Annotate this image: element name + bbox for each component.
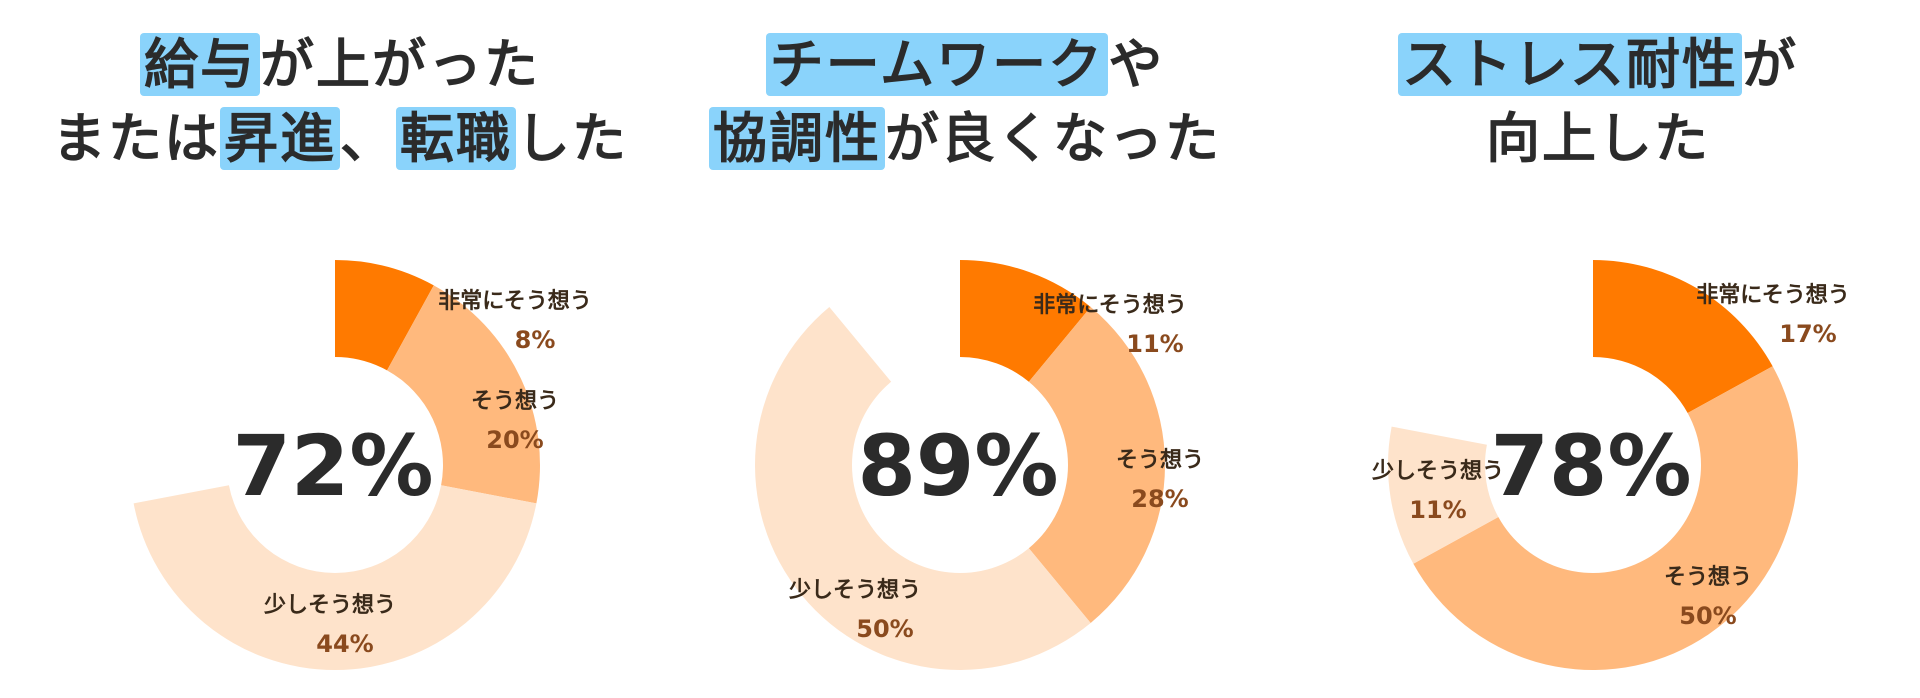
segment-value: 17% (1779, 320, 1836, 348)
segment-value: 44% (316, 630, 373, 658)
segment-label: 非常にそう想う (438, 288, 592, 314)
donut-chart: 非常にそう想う 11% そう想う 28% 少しそう想う 50% 89% (755, 260, 1204, 670)
segment-value: 11% (1409, 496, 1466, 524)
title-highlight: ストレス耐性 (1398, 33, 1742, 96)
title-highlight: 転職 (396, 107, 516, 170)
title-line: 向上した (1278, 102, 1918, 176)
center-total: 72% (232, 417, 433, 515)
donut-chart: 非常にそう想う 8% そう想う 20% 少しそう想う 44% 72% (133, 260, 592, 671)
chart-panel-teamwork: チームワークや 協調性が良くなった 非常にそう想う 11% そう想う 28% 少しそう想う… (645, 0, 1285, 698)
segment-value: 50% (1679, 602, 1736, 630)
segment-label: 少しそう想う (263, 593, 396, 618)
segment-label: 少しそう想う (1371, 459, 1504, 484)
segment-label: 非常にそう想う (1033, 292, 1187, 318)
segment-label: そう想う (471, 389, 559, 414)
title-line: ストレス耐性が (1278, 28, 1918, 102)
donut-segment (1593, 260, 1773, 413)
donut-chart: 非常にそう想う 17% そう想う 50% 少しそう想う 11% 78% (1371, 260, 1850, 671)
donut-segment (1028, 307, 1165, 623)
title-line: または昇進、転職した (20, 102, 660, 176)
title-text: または (52, 107, 220, 170)
chart-panel-stress: ストレス耐性が 向上した 非常にそう想う 17% そう想う 50% 少しそう想う 11% 78… (1278, 0, 1918, 698)
donut-segment (133, 485, 537, 671)
title-text: が上がった (260, 33, 540, 96)
title-highlight: 協調性 (709, 107, 885, 170)
segment-label: 少しそう想う (788, 578, 921, 603)
donut-segment (1388, 426, 1499, 564)
donut-segment (387, 285, 540, 504)
donut-segment (960, 260, 1091, 382)
title-highlight: チームワーク (765, 33, 1109, 96)
title-line: 給与が上がった (20, 28, 660, 102)
title-text: した (516, 107, 628, 170)
segment-value: 28% (1131, 485, 1188, 513)
donut-segment (1413, 366, 1798, 671)
segment-value: 8% (515, 326, 556, 354)
chart-title: 給与が上がった または昇進、転職した (20, 28, 660, 176)
segment-value: 20% (486, 426, 543, 454)
segment-label: そう想う (1116, 448, 1204, 473)
chart-title: チームワークや 協調性が良くなった (645, 28, 1285, 176)
segment-value: 11% (1126, 330, 1183, 358)
title-highlight: 給与 (140, 33, 260, 96)
chart-panel-salary: 給与が上がった または昇進、転職した 非常にそう想う 8% そう想う 20% 少しそう想う… (20, 0, 660, 698)
center-total: 78% (1490, 417, 1691, 515)
title-highlight: 昇進 (220, 107, 340, 170)
title-text: が (1742, 33, 1798, 96)
donut-segment (335, 260, 434, 371)
center-total: 89% (857, 417, 1058, 515)
title-text: 、 (340, 107, 396, 170)
title-text: が良くなった (885, 107, 1221, 170)
segment-label: 非常にそう想う (1696, 282, 1850, 308)
title-line: チームワークや (645, 28, 1285, 102)
segment-value: 50% (856, 615, 913, 643)
title-line: 協調性が良くなった (645, 102, 1285, 176)
title-text: 向上した (1486, 107, 1710, 170)
segment-label: そう想う (1664, 565, 1752, 590)
title-text: や (1108, 33, 1165, 96)
donut-segment (755, 307, 1091, 670)
chart-title: ストレス耐性が 向上した (1278, 28, 1918, 176)
